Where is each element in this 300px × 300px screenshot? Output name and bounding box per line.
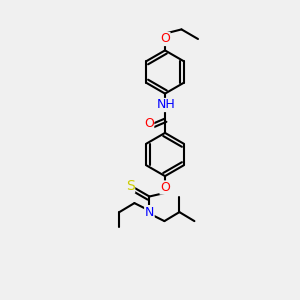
Text: O: O	[160, 181, 170, 194]
Text: NH: NH	[157, 98, 176, 112]
Text: O: O	[144, 117, 154, 130]
Text: O: O	[160, 32, 170, 46]
Text: N: N	[145, 206, 154, 219]
Text: S: S	[126, 179, 135, 193]
